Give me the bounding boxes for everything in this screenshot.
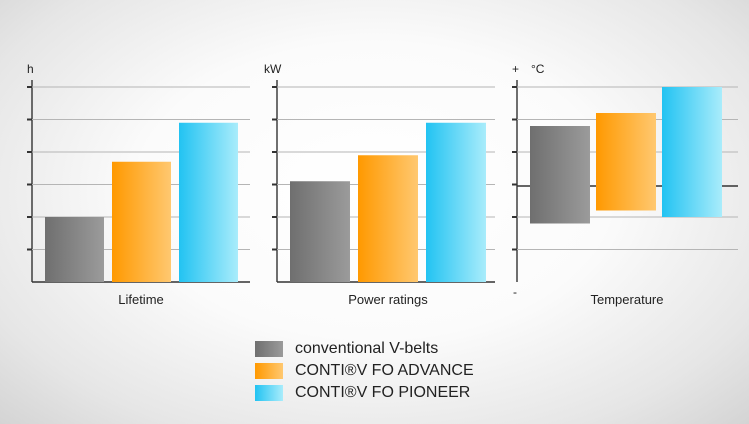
legend-label-advance: CONTI®V FO ADVANCE [295,362,474,379]
chart-lifetime: h Lifetime [27,62,250,307]
chart-temperature-bar-advance [596,113,656,211]
chart-temperature-unit: °C [531,62,545,76]
legend-swatch-advance [255,363,283,379]
legend-item-pioneer: CONTI®V FO PIONEER [255,382,474,404]
chart-temperature-bar-conventional [530,126,590,224]
chart-temperature: + °C - Temperature [512,62,738,307]
chart-temperature-plus: + [512,62,519,76]
chart-temperature-bar-pioneer [662,87,722,217]
legend-item-conventional: conventional V-belts [255,338,474,360]
chart-power-bar-pioneer [426,122,486,282]
chart-temperature-xlabel: Temperature [591,292,664,307]
legend-swatch-conventional [255,341,283,357]
chart-lifetime-xlabel: Lifetime [118,292,164,307]
chart-temperature-minus: - [513,285,517,299]
chart-power-ratings: kW Power ratings [264,62,495,307]
legend-label-conventional: conventional V-belts [295,340,439,357]
legend: conventional V-belts CONTI®V FO ADVANCE … [255,338,474,404]
legend-item-advance: CONTI®V FO ADVANCE [255,360,474,382]
legend-label-pioneer: CONTI®V FO PIONEER [295,384,471,401]
chart-lifetime-bar-conventional [45,217,104,282]
chart-power-bar-advance [358,155,418,282]
chart-lifetime-bar-advance [112,161,171,282]
chart-lifetime-bar-pioneer [179,122,238,282]
chart-power-unit: kW [264,62,282,76]
legend-swatch-pioneer [255,385,283,401]
chart-power-xlabel: Power ratings [348,292,428,307]
chart-power-bar-conventional [290,181,350,282]
chart-lifetime-unit: h [27,62,34,76]
